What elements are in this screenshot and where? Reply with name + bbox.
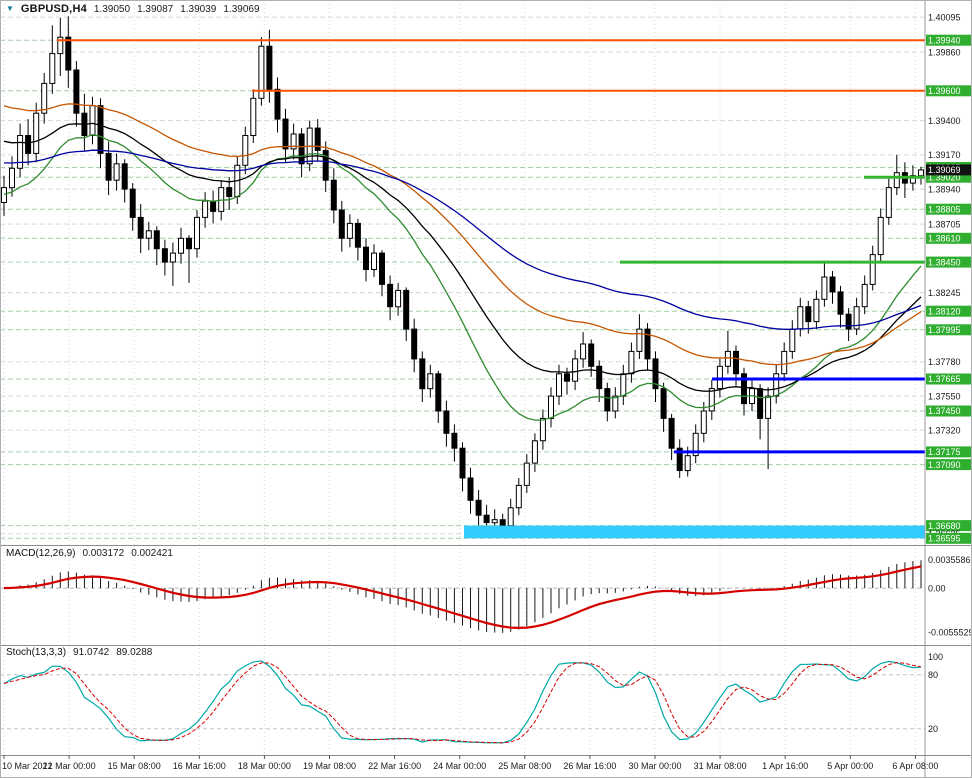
ma-line-55 — [3, 103, 922, 366]
svg-text:1.36595: 1.36595 — [928, 534, 961, 544]
svg-text:12 Mar 00:00: 12 Mar 00:00 — [43, 761, 96, 771]
macd-pane — [0, 560, 925, 633]
svg-text:1.37995: 1.37995 — [928, 325, 961, 335]
svg-text:1.38705: 1.38705 — [928, 219, 961, 229]
stoch-signal-line — [3, 662, 922, 744]
svg-text:1 Apr 16:00: 1 Apr 16:00 — [762, 761, 808, 771]
svg-text:30 Mar 00:00: 30 Mar 00:00 — [628, 761, 681, 771]
svg-text:19 Mar 08:00: 19 Mar 08:00 — [303, 761, 356, 771]
svg-text:100: 100 — [928, 652, 943, 662]
svg-text:1.39020: 1.39020 — [928, 172, 961, 182]
svg-text:15 Mar 08:00: 15 Mar 08:00 — [108, 761, 161, 771]
svg-text:1.40095: 1.40095 — [928, 12, 961, 22]
svg-text:22 Mar 16:00: 22 Mar 16:00 — [368, 761, 421, 771]
svg-text:5 Apr 00:00: 5 Apr 00:00 — [827, 761, 873, 771]
svg-text:1.37090: 1.37090 — [928, 460, 961, 470]
svg-text:10 Mar 2021: 10 Mar 2021 — [2, 761, 53, 771]
svg-text:1.39069: 1.39069 — [928, 165, 961, 175]
support-band[interactable] — [464, 525, 925, 539]
svg-text:1.36680: 1.36680 — [928, 521, 961, 531]
panel-separators[interactable] — [0, 545, 972, 756]
macd-signal-line — [3, 565, 922, 630]
level-lines[interactable] — [57, 39, 925, 454]
svg-text:1.38610: 1.38610 — [928, 234, 961, 244]
svg-text:24 Mar 00:00: 24 Mar 00:00 — [433, 761, 486, 771]
svg-text:1.39940: 1.39940 — [928, 35, 961, 45]
svg-text:1.39170: 1.39170 — [928, 150, 961, 160]
stoch-main-line — [3, 660, 922, 744]
svg-text:25 Mar 08:00: 25 Mar 08:00 — [498, 761, 551, 771]
price-axis[interactable]: 1.40095 1.39940 1.39860 1.39600 1.39400 1.391… — [926, 12, 972, 734]
ma-line-89 — [3, 149, 922, 330]
svg-text:1.38805: 1.38805 — [928, 204, 961, 214]
svg-text:80: 80 — [928, 670, 938, 680]
svg-text:6 Apr 08:00: 6 Apr 08:00 — [892, 761, 938, 771]
stoch-pane — [0, 660, 925, 744]
svg-text:1.37780: 1.37780 — [928, 357, 961, 367]
svg-text:-0.0055529: -0.0055529 — [928, 627, 972, 637]
svg-text:1.38940: 1.38940 — [928, 184, 961, 194]
ma-line-34 — [3, 122, 922, 392]
svg-text:16 Mar 16:00: 16 Mar 16:00 — [173, 761, 226, 771]
svg-text:1.39860: 1.39860 — [928, 47, 961, 57]
current-price-label: 1.39069 — [926, 164, 971, 176]
svg-text:1.38120: 1.38120 — [928, 306, 961, 316]
moving-averages — [3, 103, 922, 421]
svg-text:1.37175: 1.37175 — [928, 447, 961, 457]
svg-text:31 Mar 08:00: 31 Mar 08:00 — [694, 761, 747, 771]
candles-series — [1, 16, 924, 535]
ma-line-21 — [3, 134, 922, 421]
svg-text:1.37450: 1.37450 — [928, 406, 961, 416]
svg-text:1.37550: 1.37550 — [928, 391, 961, 401]
svg-text:1.38245: 1.38245 — [928, 288, 961, 298]
svg-text:1.37665: 1.37665 — [928, 374, 961, 384]
svg-text:1.38450: 1.38450 — [928, 257, 961, 267]
svg-text:1.39600: 1.39600 — [928, 86, 961, 96]
svg-text:0.00: 0.00 — [928, 583, 946, 593]
svg-text:20: 20 — [928, 724, 938, 734]
svg-text:0.0035586: 0.0035586 — [928, 555, 971, 565]
svg-text:1.39400: 1.39400 — [928, 116, 961, 126]
svg-text:1.37320: 1.37320 — [928, 426, 961, 436]
svg-text:18 Mar 00:00: 18 Mar 00:00 — [238, 761, 291, 771]
svg-text:26 Mar 16:00: 26 Mar 16:00 — [563, 761, 616, 771]
